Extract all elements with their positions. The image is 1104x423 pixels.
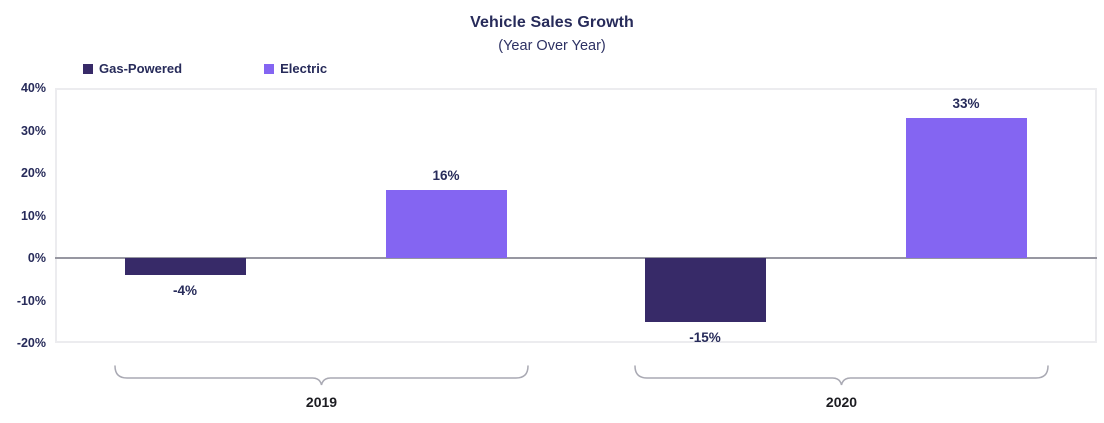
bracket-2019 — [114, 365, 529, 386]
gas-powered-swatch-icon — [83, 63, 93, 74]
category-label-2019: 2019 — [305, 394, 338, 410]
bar-electric-2020 — [905, 117, 1027, 258]
y-axis-tick-10: 10% — [20, 208, 46, 223]
y-axis-tick--10: -10% — [16, 293, 46, 308]
chart-subtitle: (Year Over Year) — [498, 38, 606, 54]
zero-baseline — [55, 257, 1097, 259]
legend: Gas-Powered Electric — [83, 61, 327, 76]
value-label-electric-2020: 33% — [952, 95, 980, 111]
y-axis-tick-20: 20% — [20, 166, 46, 180]
value-label-gas-powered-2020: -15% — [689, 329, 721, 345]
value-label-gas-powered-2019: -4% — [172, 283, 197, 298]
bar-gas-powered-2019 — [124, 258, 246, 275]
bar-electric-2019 — [385, 190, 507, 258]
legend-item-electric: Electric — [264, 61, 327, 76]
legend-label-electric: Electric — [280, 61, 328, 76]
y-axis-tick-40: 40% — [20, 81, 46, 95]
y-axis-tick-0: 0% — [27, 251, 46, 265]
bracket-2020 — [634, 365, 1049, 386]
category-label-2020: 2020 — [825, 394, 858, 410]
value-label-electric-2019: 16% — [432, 168, 460, 183]
y-axis-tick--20: -20% — [16, 336, 46, 350]
y-axis-tick-30: 30% — [20, 123, 46, 138]
electric-swatch-icon — [264, 63, 275, 74]
legend-item-gas-powered: Gas-Powered — [83, 61, 182, 76]
bar-gas-powered-2020 — [644, 258, 766, 322]
chart-title: Vehicle Sales Growth — [470, 14, 634, 31]
legend-label-gas-powered: Gas-Powered — [99, 61, 183, 76]
